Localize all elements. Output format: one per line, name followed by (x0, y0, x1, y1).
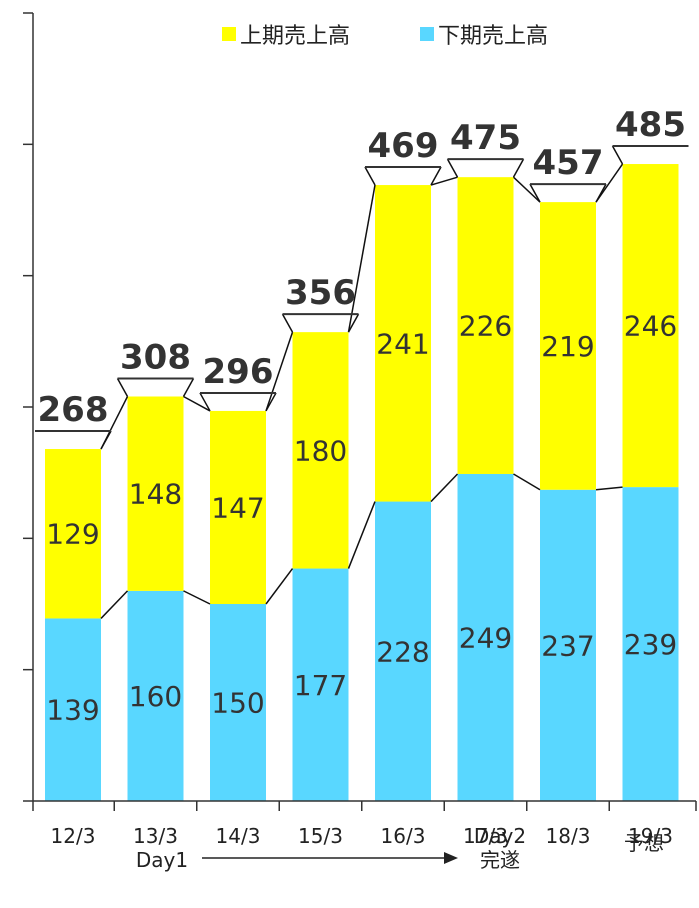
connector-total-in (611, 145, 624, 165)
value-label-second-half: 228 (376, 635, 429, 668)
x-tick-label: 18/3 (546, 824, 591, 848)
value-label-first-half: 148 (129, 478, 182, 511)
total-label: 485 (615, 105, 686, 145)
day2-label-line2: 完遂 (480, 848, 520, 872)
connector-total-in (199, 392, 211, 412)
bar-second-half (292, 568, 349, 801)
total-label: 296 (203, 352, 274, 392)
day2-label: Day2 完遂 (465, 824, 535, 872)
value-label-second-half: 139 (46, 694, 99, 727)
x-tick-label: 16/3 (381, 824, 426, 848)
connector-total-out (430, 166, 442, 186)
x-tick-label: 14/3 (216, 824, 261, 848)
connector-first-half (512, 176, 541, 203)
connector-total-in (446, 158, 459, 178)
connector-second-half (595, 486, 623, 491)
day1-label: Day1 (135, 848, 189, 872)
total-label: 356 (285, 273, 356, 313)
connector-first-half (347, 184, 376, 333)
bars-layer (45, 164, 679, 801)
value-label-first-half: 226 (459, 310, 512, 343)
value-label-first-half: 219 (541, 330, 594, 363)
connector-lines (100, 145, 624, 619)
bar-second-half (540, 489, 596, 801)
arrow-head (444, 852, 458, 864)
legend-swatch-first-half (222, 27, 236, 41)
value-label-second-half: 249 (459, 621, 512, 654)
bar-first-half (45, 449, 101, 619)
value-label-second-half: 160 (129, 680, 182, 713)
legend-label-second-half: 下期売上高 (438, 24, 549, 49)
value-label-first-half: 129 (46, 518, 99, 551)
connector-first-half (265, 331, 294, 412)
bar-second-half (622, 487, 679, 801)
connector-first-half (430, 176, 458, 186)
connector-total-out (265, 392, 277, 412)
axes (23, 12, 697, 811)
connector-total-out (182, 378, 195, 397)
bar-first-half (457, 177, 514, 474)
x-tick-label: 15/3 (298, 824, 343, 848)
bar-second-half (127, 590, 184, 801)
bar-first-half (127, 396, 184, 591)
value-label-first-half: 180 (294, 434, 347, 467)
connector-second-half (513, 473, 541, 491)
value-label-first-half: 246 (624, 310, 677, 343)
legend-swatch-second-half (420, 27, 434, 41)
legend-label-first-half: 上期売上高 (240, 24, 351, 49)
value-label-second-half: 239 (624, 628, 677, 661)
connector-first-half (183, 395, 211, 412)
legend-second-half: 下期売上高 (420, 20, 549, 49)
bar-first-half (540, 202, 596, 490)
x-tick-label: 13/3 (133, 824, 178, 848)
value-label-second-half: 150 (211, 687, 264, 720)
bar-first-half (292, 332, 349, 569)
labels-layer: 139 129 12/3 268 160 148 13/3 308 150 147 14/3 296 1… (35, 105, 689, 848)
total-label: 457 (533, 143, 604, 183)
x-tick-label: 12/3 (51, 824, 96, 848)
connector-second-half (100, 590, 129, 619)
connector-total-out (512, 158, 525, 178)
bar-second-half (210, 604, 266, 801)
value-label-first-half: 241 (376, 327, 429, 360)
connector-second-half (265, 568, 294, 605)
connector-total-in (529, 183, 541, 203)
connector-total-in (281, 313, 294, 333)
legend-first-half: 上期売上高 (222, 20, 351, 49)
forecast-label: 予想 (624, 831, 664, 855)
bar-second-half (45, 618, 101, 801)
bar-second-half (457, 473, 514, 801)
bar-first-half (210, 410, 266, 604)
bar-first-half (622, 164, 679, 488)
value-label-first-half: 147 (211, 491, 264, 524)
bar-second-half (375, 501, 431, 801)
total-label: 475 (450, 118, 521, 158)
total-label: 268 (38, 390, 109, 430)
connector-total-out (100, 430, 112, 450)
total-label: 469 (368, 126, 439, 166)
connector-second-half (430, 473, 459, 503)
connector-first-half (595, 163, 624, 203)
x-tick-label: 19/3 (628, 824, 673, 848)
x-tick-label: 17/3 (463, 824, 508, 848)
connector-second-half (183, 590, 211, 605)
connector-total-out (347, 313, 360, 333)
bar-first-half (375, 185, 431, 502)
day1-arrow (202, 852, 458, 864)
connector-total-in (364, 166, 376, 186)
connector-total-out (595, 183, 607, 203)
value-label-second-half: 237 (541, 629, 594, 662)
connector-second-half (347, 501, 376, 569)
day2-label-line1: Day2 (473, 824, 527, 848)
total-label: 308 (120, 337, 191, 377)
value-label-second-half: 177 (294, 669, 347, 702)
connector-total-in (116, 378, 129, 397)
